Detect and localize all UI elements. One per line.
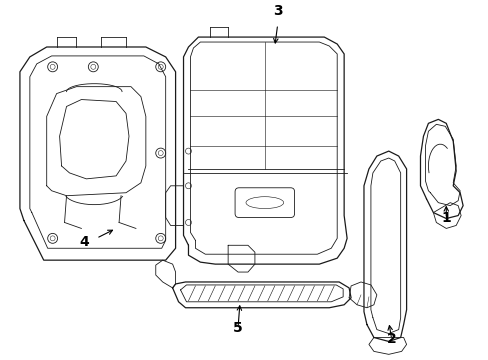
Text: 3: 3 [272, 4, 282, 18]
Text: 4: 4 [80, 235, 89, 249]
Text: 5: 5 [233, 320, 243, 334]
Text: 1: 1 [441, 211, 450, 225]
Text: 2: 2 [386, 332, 396, 346]
